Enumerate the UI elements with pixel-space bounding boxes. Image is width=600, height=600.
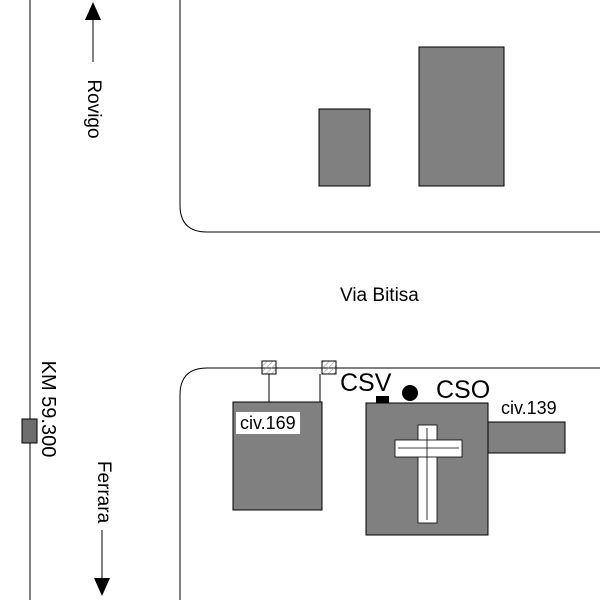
cso-marker-icon [402,385,418,401]
cross-icon [394,424,463,524]
arrow-down-icon [94,578,110,596]
csv-marker-icon [376,396,389,403]
utility-box-left [261,360,277,375]
building-label-civ-139: civ.139 [497,397,561,419]
arrow-up-icon [85,2,101,20]
building-civ-139 [487,421,566,454]
building-upper-small [318,108,371,187]
km-marker-icon [21,418,38,444]
csv-label: CSV [340,369,392,397]
road-edge-lower-block [179,367,600,600]
direction-label-north: Rovigo [83,79,104,139]
km-marker-label: KM 59.300 [37,360,59,458]
street-label: Via Bitisa [340,285,419,306]
direction-label-south: Ferrara [93,460,114,524]
road-edge-upper-block [179,0,600,233]
utility-box-right [321,360,337,375]
cso-label: CSO [436,376,491,404]
building-label-civ-169: civ.169 [236,412,300,434]
building-upper-large [418,46,505,187]
